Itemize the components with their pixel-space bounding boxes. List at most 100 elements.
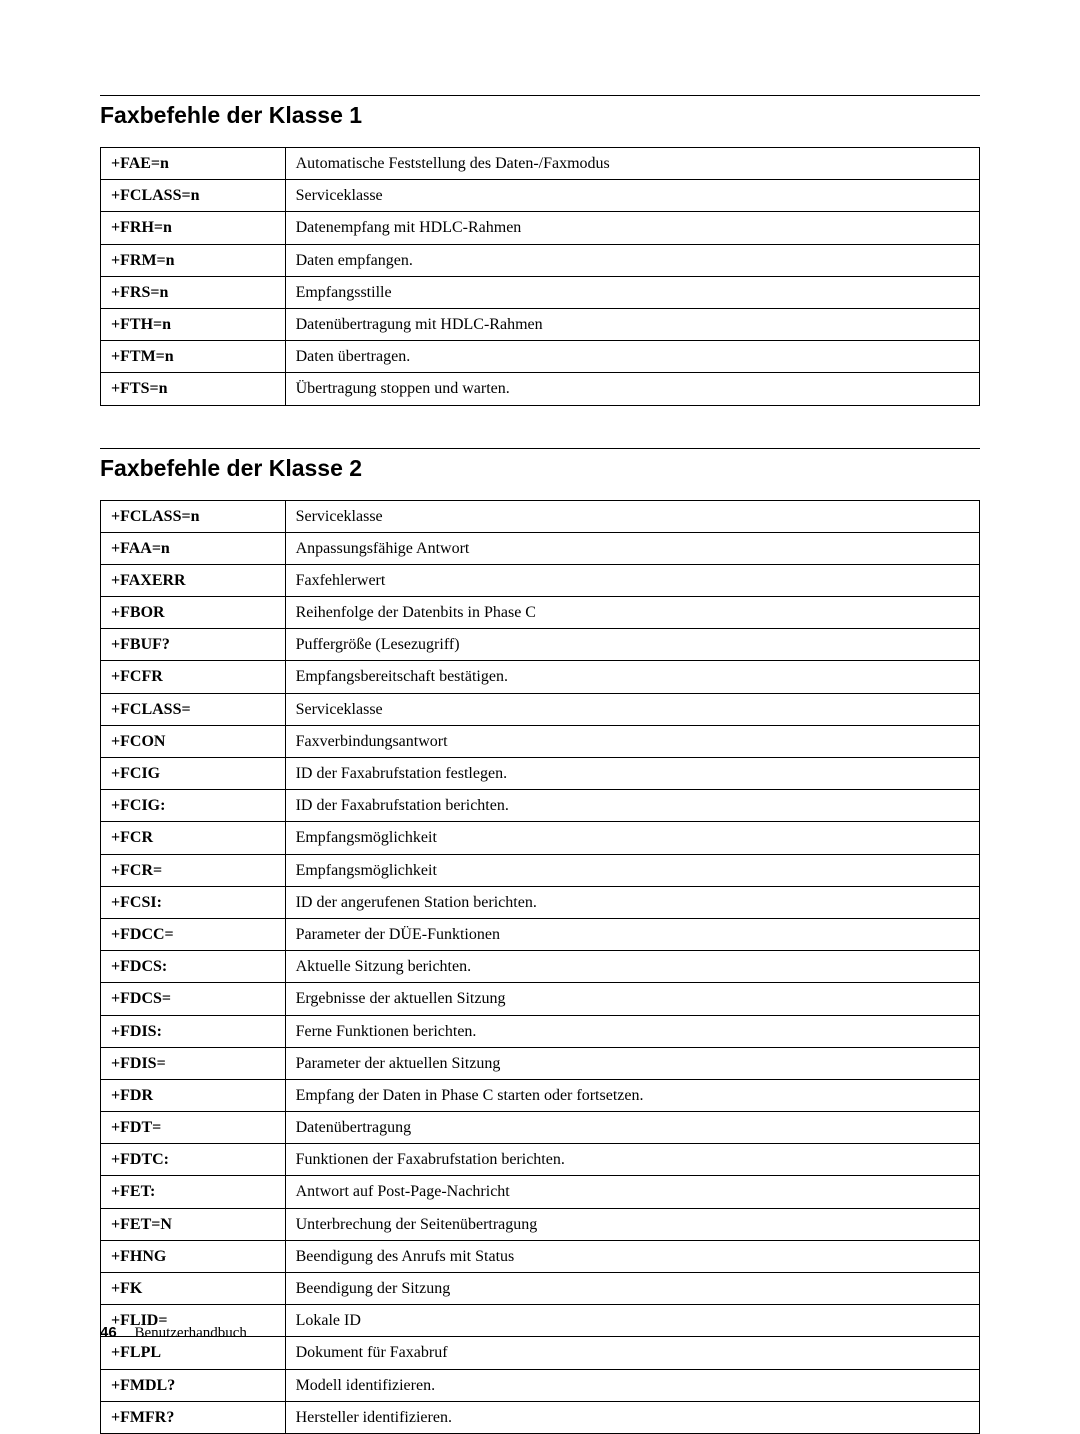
command-cell: +FTM=n (101, 341, 286, 373)
table-row: +FMDL?Modell identifizieren. (101, 1369, 980, 1401)
description-cell: Puffergröße (Lesezugriff) (285, 629, 979, 661)
command-cell: +FRM=n (101, 244, 286, 276)
description-cell: Daten übertragen. (285, 341, 979, 373)
description-cell: Reihenfolge der Datenbits in Phase C (285, 597, 979, 629)
description-cell: Empfangsbereitschaft bestätigen. (285, 661, 979, 693)
command-cell: +FTS=n (101, 373, 286, 405)
command-cell: +FBUF? (101, 629, 286, 661)
table-row: +FRS=nEmpfangsstille (101, 276, 980, 308)
table-row: +FCR=Empfangsmöglichkeit (101, 854, 980, 886)
table-row: +FDCC=Parameter der DÜE-Funktionen (101, 918, 980, 950)
description-cell: Empfangsmöglichkeit (285, 854, 979, 886)
description-cell: Funktionen der Faxabrufstation berichten… (285, 1144, 979, 1176)
command-cell: +FCLASS=n (101, 500, 286, 532)
command-cell: +FAE=n (101, 148, 286, 180)
table-row: +FTH=nDatenübertragung mit HDLC-Rahmen (101, 308, 980, 340)
description-cell: Ferne Funktionen berichten. (285, 1015, 979, 1047)
command-cell: +FCR= (101, 854, 286, 886)
description-cell: Aktuelle Sitzung berichten. (285, 951, 979, 983)
description-cell: ID der Faxabrufstation festlegen. (285, 758, 979, 790)
description-cell: Beendigung des Anrufs mit Status (285, 1240, 979, 1272)
description-cell: Faxfehlerwert (285, 564, 979, 596)
table-row: +FDIS:Ferne Funktionen berichten. (101, 1015, 980, 1047)
table-row: +FCIGID der Faxabrufstation festlegen. (101, 758, 980, 790)
command-cell: +FDIS= (101, 1047, 286, 1079)
description-cell: Hersteller identifizieren. (285, 1401, 979, 1433)
description-cell: Modell identifizieren. (285, 1369, 979, 1401)
command-cell: +FAA=n (101, 532, 286, 564)
description-cell: Dokument für Faxabruf (285, 1337, 979, 1369)
command-cell: +FCR (101, 822, 286, 854)
section-divider-2 (100, 448, 980, 449)
description-cell: Beendigung der Sitzung (285, 1273, 979, 1305)
description-cell: Unterbrechung der Seitenübertragung (285, 1208, 979, 1240)
command-cell: +FMFR? (101, 1401, 286, 1433)
command-cell: +FDCS= (101, 983, 286, 1015)
description-cell: Automatische Feststellung des Daten-/Fax… (285, 148, 979, 180)
table-row: +FDCS:Aktuelle Sitzung berichten. (101, 951, 980, 983)
description-cell: Übertragung stoppen und warten. (285, 373, 979, 405)
table-row: +FBUF?Puffergröße (Lesezugriff) (101, 629, 980, 661)
description-cell: Antwort auf Post-Page-Nachricht (285, 1176, 979, 1208)
table-row: +FDREmpfang der Daten in Phase C starten… (101, 1079, 980, 1111)
description-cell: Parameter der DÜE-Funktionen (285, 918, 979, 950)
description-cell: Ergebnisse der aktuellen Sitzung (285, 983, 979, 1015)
command-cell: +FCLASS= (101, 693, 286, 725)
table-row: +FAXERRFaxfehlerwert (101, 564, 980, 596)
command-cell: +FDCS: (101, 951, 286, 983)
description-cell: Datenübertragung mit HDLC-Rahmen (285, 308, 979, 340)
description-cell: ID der Faxabrufstation berichten. (285, 790, 979, 822)
table-row: +FTM=nDaten übertragen. (101, 341, 980, 373)
description-cell: Empfangsmöglichkeit (285, 822, 979, 854)
command-cell: +FMDL? (101, 1369, 286, 1401)
command-cell: +FDR (101, 1079, 286, 1111)
command-cell: +FDCC= (101, 918, 286, 950)
table-row: +FCLASS=nServiceklasse (101, 500, 980, 532)
section-title-1: Faxbefehle der Klasse 1 (100, 102, 980, 129)
command-cell: +FDTC: (101, 1144, 286, 1176)
description-cell: Lokale ID (285, 1305, 979, 1337)
table-row: +FDCS=Ergebnisse der aktuellen Sitzung (101, 983, 980, 1015)
table-row: +FCFREmpfangsbereitschaft bestätigen. (101, 661, 980, 693)
description-cell: Datenempfang mit HDLC-Rahmen (285, 212, 979, 244)
section-divider-1 (100, 95, 980, 96)
command-cell: +FDT= (101, 1112, 286, 1144)
table-row: +FAE=nAutomatische Feststellung des Date… (101, 148, 980, 180)
command-cell: +FCIG (101, 758, 286, 790)
command-cell: +FTH=n (101, 308, 286, 340)
command-cell: +FBOR (101, 597, 286, 629)
table-row: +FRH=nDatenempfang mit HDLC-Rahmen (101, 212, 980, 244)
command-cell: +FRH=n (101, 212, 286, 244)
command-cell: +FK (101, 1273, 286, 1305)
table-row: +FKBeendigung der Sitzung (101, 1273, 980, 1305)
command-cell: +FRS=n (101, 276, 286, 308)
table-row: +FET=NUnterbrechung der Seitenübertragun… (101, 1208, 980, 1240)
table-row: +FTS=nÜbertragung stoppen und warten. (101, 373, 980, 405)
fax-class1-table: +FAE=nAutomatische Feststellung des Date… (100, 147, 980, 406)
page-footer: 46 Benutzerhandbuch (100, 1324, 247, 1342)
description-cell: Anpassungsfähige Antwort (285, 532, 979, 564)
description-cell: Empfangsstille (285, 276, 979, 308)
table-row: +FBORReihenfolge der Datenbits in Phase … (101, 597, 980, 629)
command-cell: +FCON (101, 725, 286, 757)
description-cell: Serviceklasse (285, 180, 979, 212)
description-cell: Parameter der aktuellen Sitzung (285, 1047, 979, 1079)
command-cell: +FET=N (101, 1208, 286, 1240)
table-row: +FET:Antwort auf Post-Page-Nachricht (101, 1176, 980, 1208)
table-row: +FMFR?Hersteller identifizieren. (101, 1401, 980, 1433)
description-cell: Faxverbindungsantwort (285, 725, 979, 757)
command-cell: +FCIG: (101, 790, 286, 822)
command-cell: +FDIS: (101, 1015, 286, 1047)
table-row: +FDTC:Funktionen der Faxabrufstation ber… (101, 1144, 980, 1176)
command-cell: +FCSI: (101, 886, 286, 918)
table-row: +FRM=nDaten empfangen. (101, 244, 980, 276)
table-row: +FDIS=Parameter der aktuellen Sitzung (101, 1047, 980, 1079)
description-cell: Empfang der Daten in Phase C starten ode… (285, 1079, 979, 1111)
command-cell: +FCLASS=n (101, 180, 286, 212)
fax-class2-table: +FCLASS=nServiceklasse+FAA=nAnpassungsfä… (100, 500, 980, 1434)
table-row: +FHNGBeendigung des Anrufs mit Status (101, 1240, 980, 1272)
command-cell: +FCFR (101, 661, 286, 693)
description-cell: Daten empfangen. (285, 244, 979, 276)
command-cell: +FET: (101, 1176, 286, 1208)
table-row: +FCONFaxverbindungsantwort (101, 725, 980, 757)
